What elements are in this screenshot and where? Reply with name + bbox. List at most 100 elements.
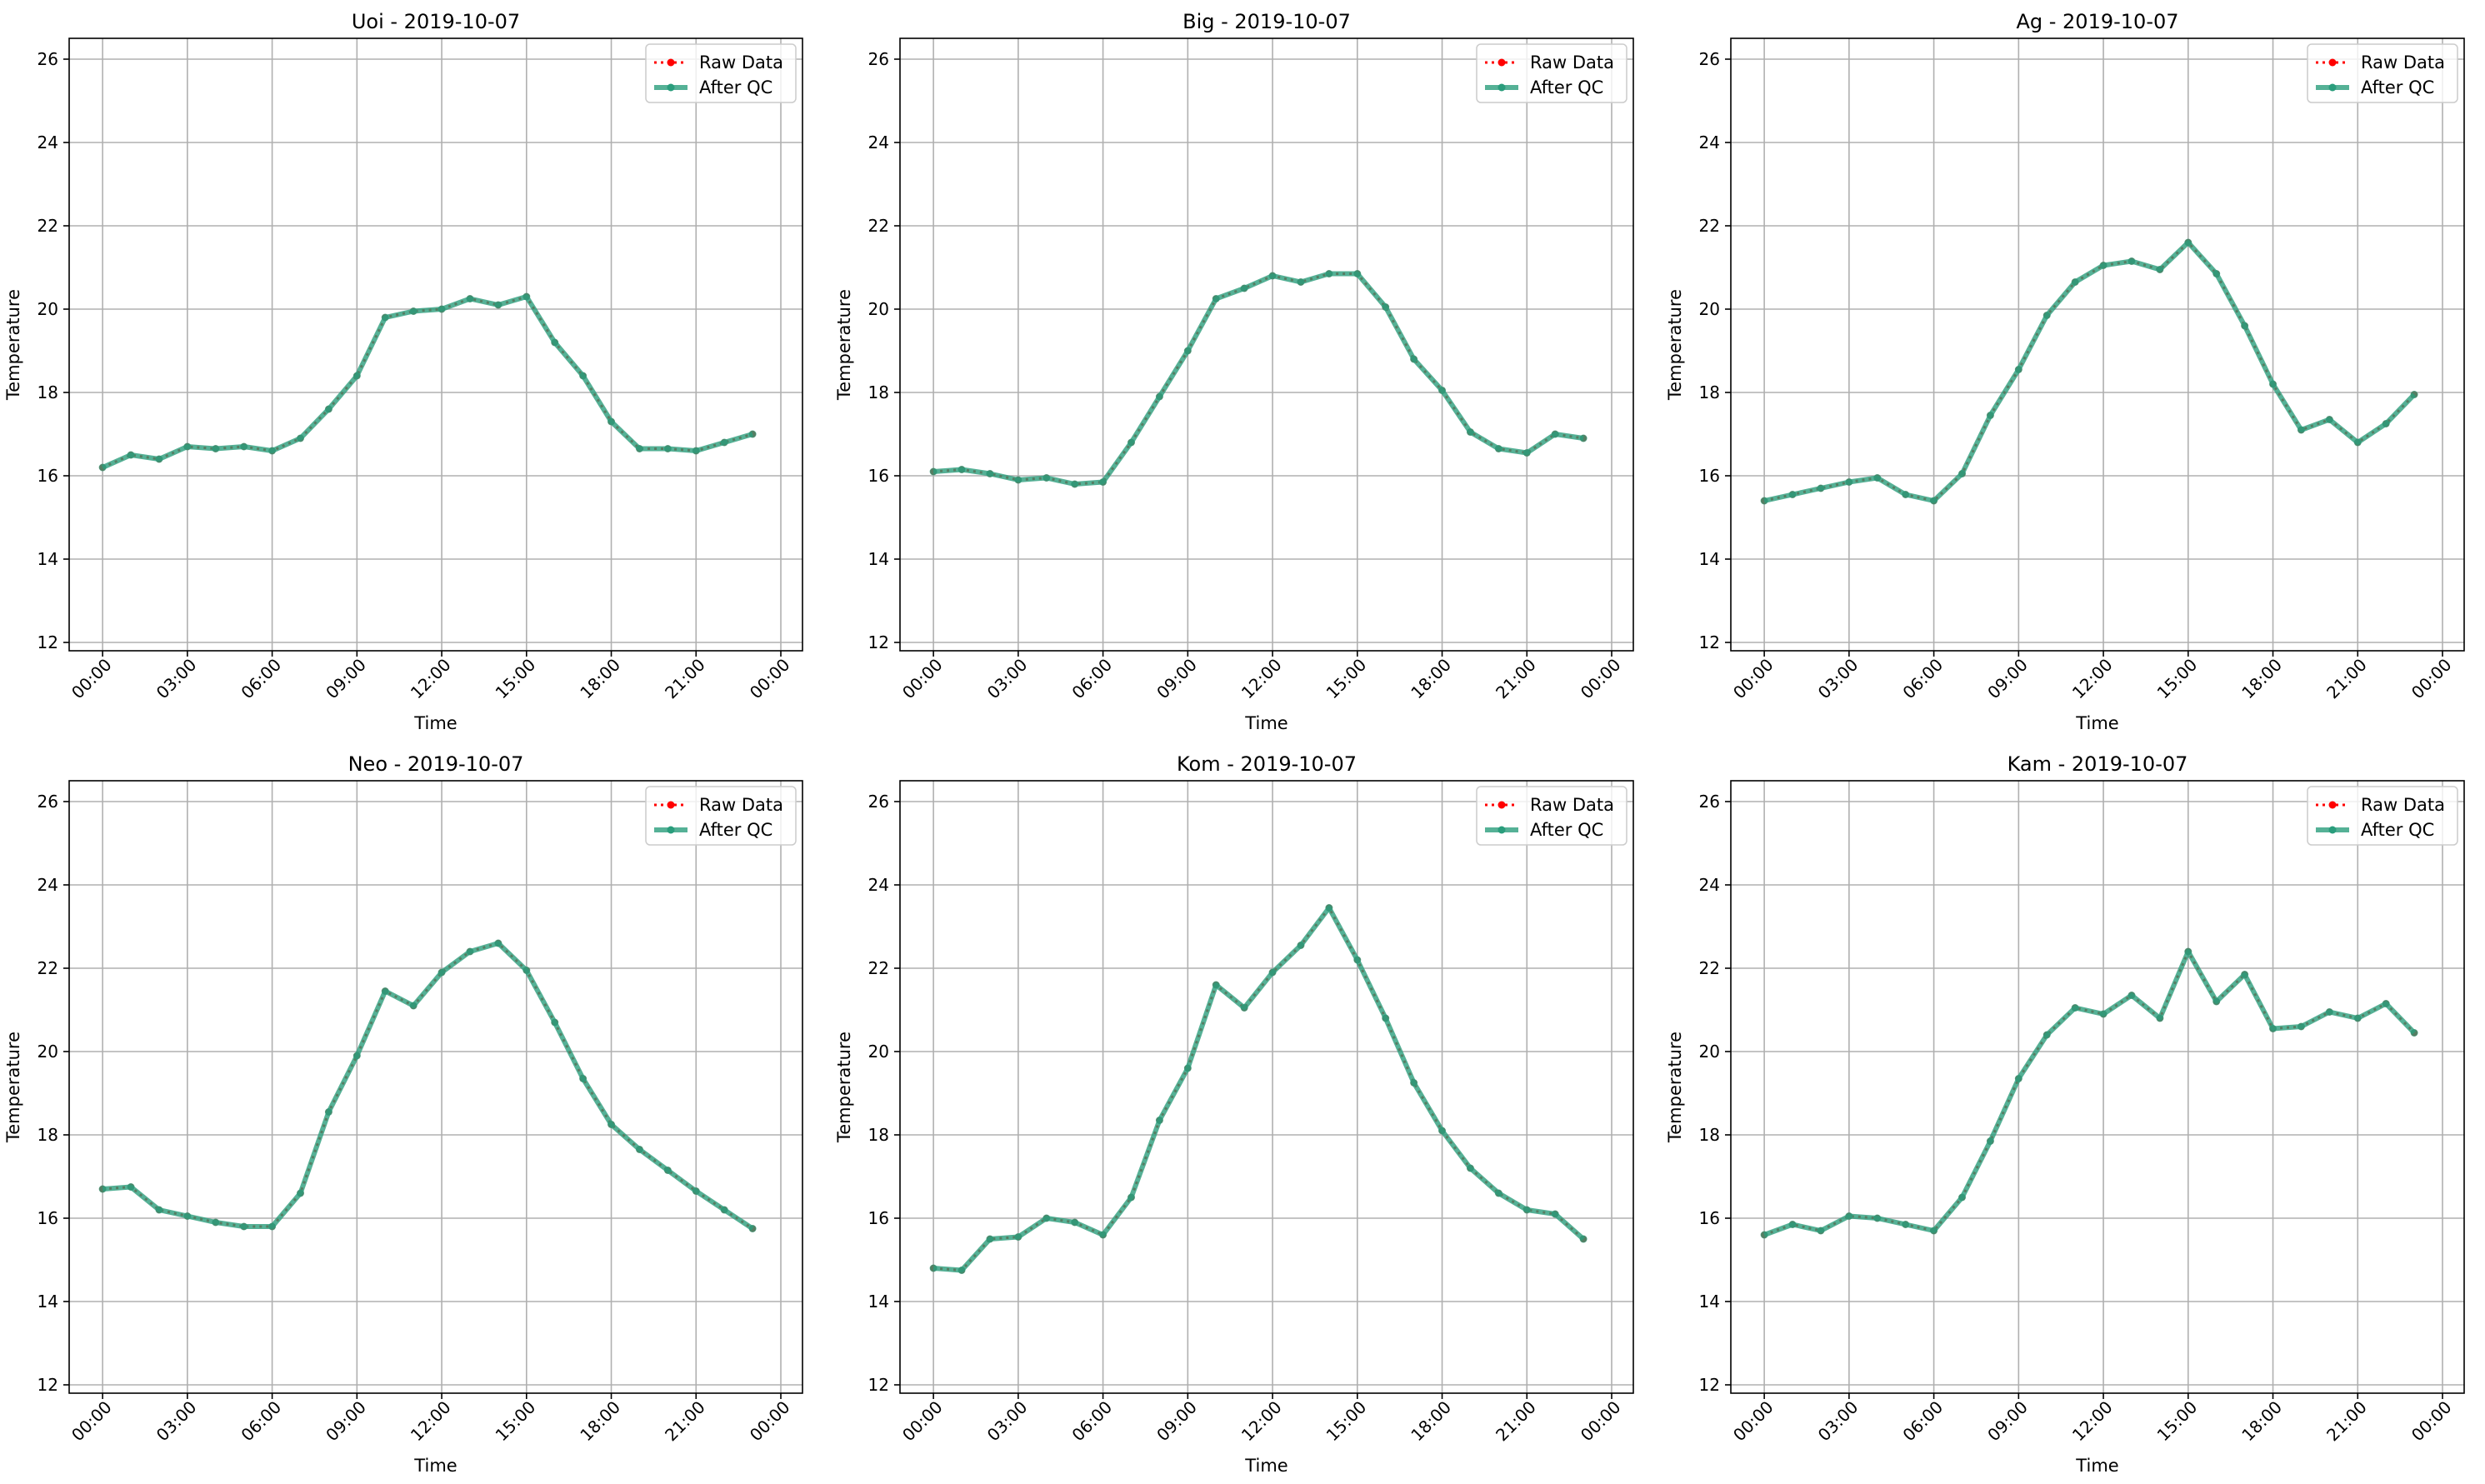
x-tick-label: 00:00	[2408, 655, 2456, 703]
legend-label-raw-data: Raw Data	[2361, 795, 2445, 815]
legend-label-raw-data: Raw Data	[699, 52, 783, 72]
y-tick-label: 26	[1699, 49, 1720, 69]
x-tick-label: 00:00	[1577, 655, 1625, 703]
x-tick-label: 09:00	[1152, 1397, 1201, 1446]
series-line-after-qc	[101, 294, 753, 470]
y-tick-label: 18	[868, 1125, 889, 1145]
data-point-qc	[1071, 1218, 1079, 1227]
x-tick-label: 06:00	[1898, 1397, 1947, 1446]
data-point-qc	[522, 967, 531, 974]
data-point-qc	[1183, 1064, 1192, 1072]
y-tick-label: 24	[1699, 132, 1720, 152]
data-point-qc	[1382, 303, 1390, 311]
x-tick-label: 06:00	[1068, 1397, 1116, 1446]
data-point-qc	[663, 445, 672, 452]
data-point-qc	[2071, 1004, 2079, 1012]
grid	[900, 781, 1633, 1393]
data-point-qc	[212, 445, 220, 452]
data-point-qc	[692, 1187, 700, 1195]
y-tick-label: 24	[38, 132, 58, 152]
data-point-qc	[183, 442, 192, 451]
data-point-qc	[1042, 1214, 1051, 1222]
data-point-qc	[958, 1267, 966, 1274]
y-tick-label: 26	[868, 49, 889, 69]
data-point-qc	[579, 1075, 588, 1082]
data-point-qc	[720, 438, 728, 447]
data-point-qc	[2410, 1029, 2418, 1037]
x-tick-label: 09:00	[1983, 1397, 2032, 1446]
subplot-4: 12 14 16 18 20 22 24 26 00:00 03:00 06:00 09:00 12:0…	[3, 752, 803, 1476]
data-point-qc	[608, 1121, 616, 1128]
data-point-qc	[352, 1052, 361, 1060]
axes-frame	[899, 37, 1634, 652]
subplot-6: 12 14 16 18 20 22 24 26 00:00 03:00 06:00 09:00 12:0…	[1665, 752, 2465, 1476]
data-point-qc	[1212, 981, 1220, 989]
x-tick-label: 03:00	[152, 655, 201, 703]
data-point-qc	[1958, 470, 1967, 477]
axes-frame	[68, 780, 803, 1394]
y-tick-label: 18	[1699, 1125, 1720, 1145]
legend-marker-after-qc	[2328, 826, 2337, 834]
data-point-qc	[2212, 997, 2221, 1006]
data-point-qc	[1353, 270, 1362, 277]
data-point-qc	[748, 1225, 757, 1232]
data-point-qc	[2382, 1000, 2390, 1007]
y-tick-label: 18	[38, 382, 58, 402]
x-tick-label: 03:00	[983, 655, 1032, 703]
data-point-qc	[240, 1222, 248, 1231]
data-point-qc	[381, 987, 389, 995]
x-tick-label: 15:00	[2153, 655, 2202, 703]
y-tick-label: 12	[1699, 1375, 1720, 1395]
data-point-qc	[1958, 1193, 1967, 1202]
data-point-qc	[1873, 474, 1882, 482]
y-tick-label: 20	[1699, 299, 1720, 319]
data-point-qc	[1240, 284, 1248, 292]
legend-marker-raw-data	[1498, 58, 1506, 67]
x-tick-label: 18:00	[576, 1397, 624, 1446]
data-point-qc	[551, 1018, 559, 1027]
data-point-qc	[268, 447, 277, 455]
data-point-qc	[2156, 266, 2164, 273]
data-point-qc	[1873, 1214, 1882, 1222]
data-point-qc	[1466, 1164, 1474, 1172]
x-axis-label: Time	[413, 1456, 457, 1476]
data-point-qc	[155, 1206, 163, 1214]
y-tick-label: 16	[1699, 466, 1720, 486]
legend-marker-raw-data	[2328, 801, 2337, 809]
data-point-qc	[2099, 1010, 2108, 1018]
data-point-qc	[720, 1206, 728, 1214]
series-line-after-qc	[932, 905, 1586, 1273]
data-point-qc	[1466, 428, 1474, 436]
data-point-qc	[268, 1222, 277, 1231]
legend-marker-after-qc	[1498, 83, 1506, 92]
legend: Raw Data After QC	[645, 786, 797, 846]
data-point-qc	[2212, 270, 2221, 277]
data-point-qc	[929, 467, 938, 476]
legend: Raw Data After QC	[2307, 43, 2458, 103]
data-point-qc	[2184, 947, 2192, 956]
y-tick-label: 22	[868, 958, 889, 978]
y-tick-label: 18	[868, 382, 889, 402]
x-tick-label: 15:00	[492, 655, 540, 703]
data-point-qc	[127, 451, 135, 459]
data-point-qc	[1902, 1221, 1910, 1228]
data-point-qc	[1845, 1212, 1853, 1220]
data-point-qc	[986, 1235, 994, 1243]
series-line-raw-data	[1763, 948, 2416, 1237]
series-line-raw-data	[1763, 240, 2416, 502]
data-point-qc	[438, 968, 446, 977]
x-tick-label: 21:00	[661, 1397, 709, 1446]
data-point-qc	[1155, 1117, 1163, 1124]
series-line-after-qc	[1763, 240, 2417, 503]
data-point-qc	[1494, 445, 1502, 452]
y-tick-label: 16	[38, 466, 58, 486]
data-point-qc	[1986, 412, 1994, 419]
x-tick-label: 15:00	[1322, 1397, 1371, 1446]
y-tick-label: 22	[1699, 216, 1720, 236]
grid	[69, 38, 802, 651]
data-point-qc	[663, 1167, 672, 1174]
subplot-5: 12 14 16 18 20 22 24 26 00:00 03:00 06:00 09:00 12:0…	[834, 752, 1634, 1476]
legend-marker-raw-data	[667, 58, 675, 67]
data-point-qc	[1438, 387, 1447, 394]
